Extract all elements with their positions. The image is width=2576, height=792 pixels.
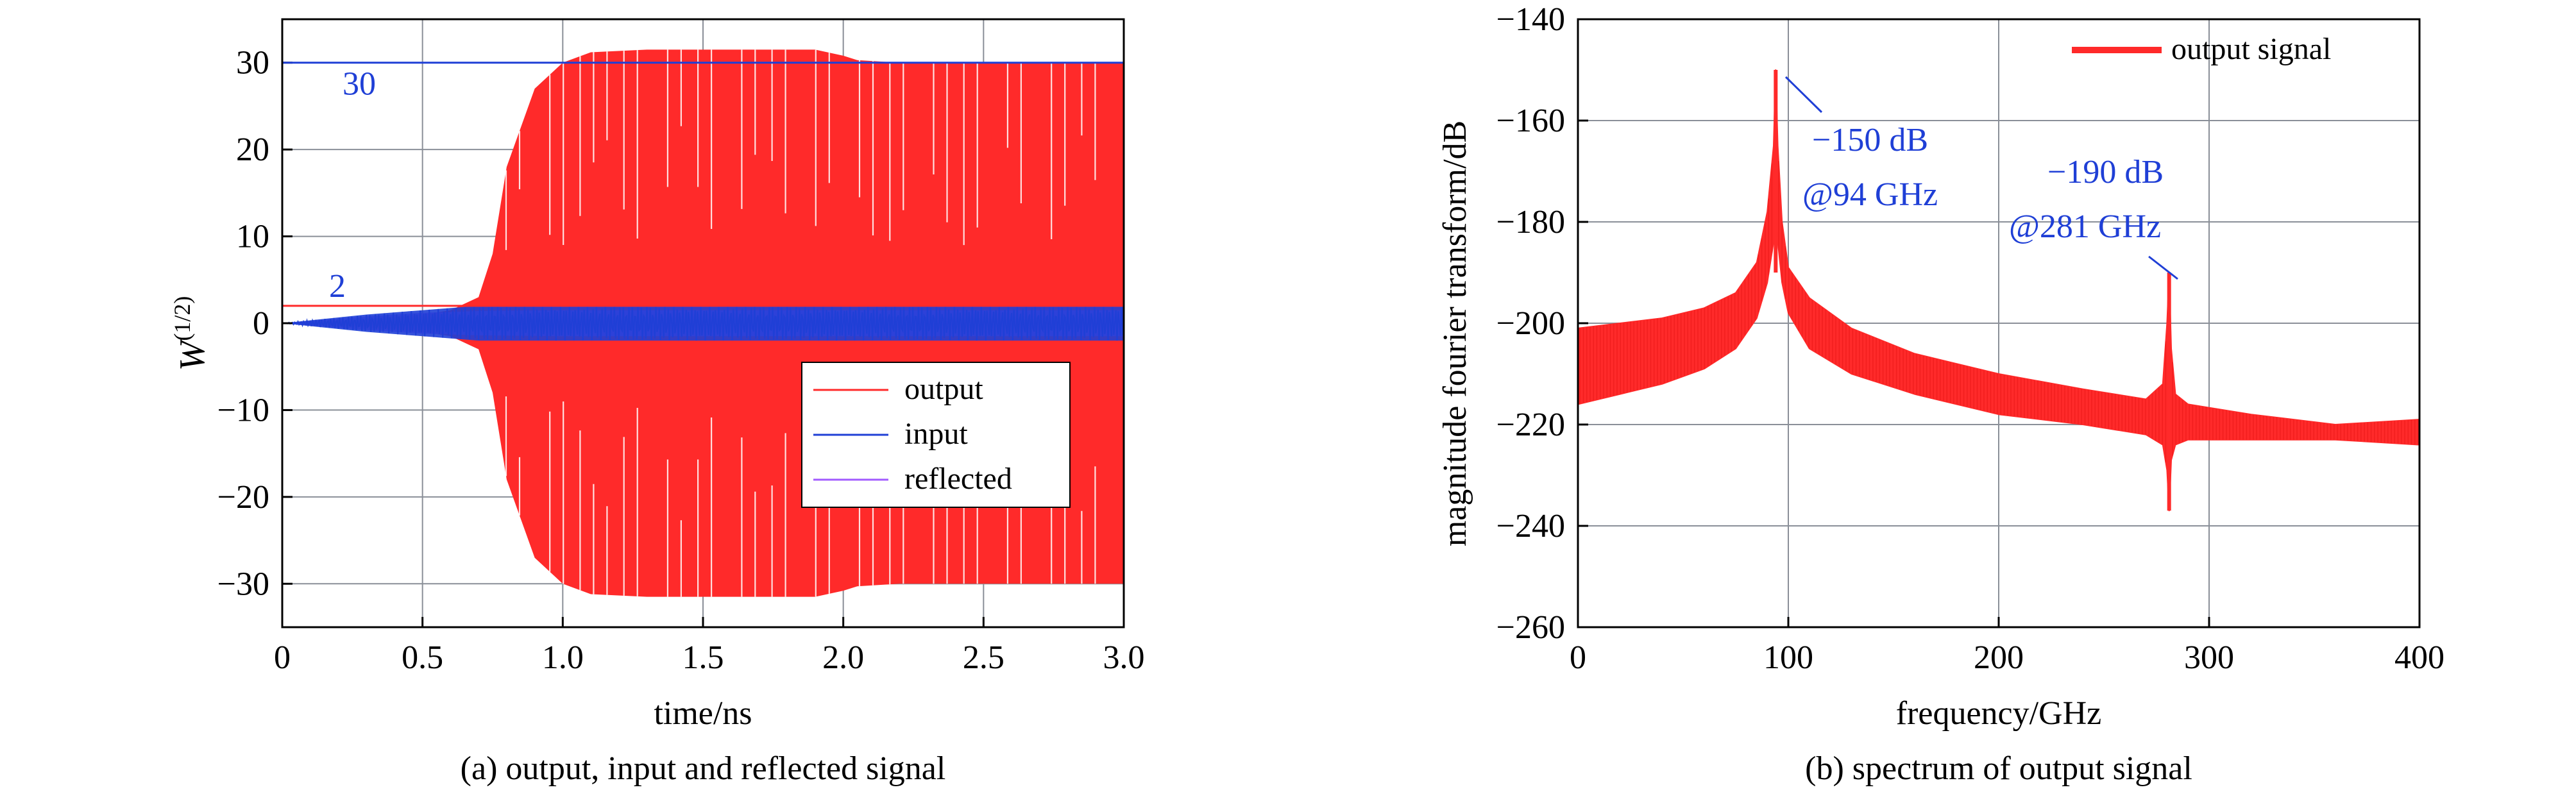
annotation-94ghz-line1: −150 dB	[1812, 122, 1928, 158]
panel-b-ticks: 0 100 200 300 400 −260 −240 −220 −200 −180 −160 −14…	[1496, 1, 2445, 676]
legend-label-reflected: reflected	[904, 462, 1012, 496]
panel-a-xtick-label: 2.0	[822, 639, 864, 676]
panel-a-y-axis-label-main: W	[173, 338, 212, 371]
panel-b-annotations: −150 dB @94 GHz −190 dB @281 GHz	[1784, 76, 2178, 280]
annotation-94ghz-line2: @94 GHz	[1802, 176, 1938, 213]
reference-label-2: 2	[329, 268, 346, 305]
annotation-arrow-281ghz	[2148, 255, 2178, 280]
panel-a-xtick-label: 0	[274, 639, 291, 676]
panel-a-ytick-label: −20	[217, 479, 269, 516]
annotation-281ghz-line1: −190 dB	[2047, 154, 2164, 190]
panel-a-y-axis-label: W(1/2)	[169, 296, 212, 371]
panel-b-ytick-label: −200	[1496, 305, 1565, 342]
panel-b-legend: output signal	[2072, 32, 2331, 66]
panel-a-x-axis-label: time/ns	[654, 695, 752, 732]
panel-a-xtick-label: 3.0	[1103, 639, 1145, 676]
annotation-arrow-94ghz	[1784, 76, 1823, 114]
panel-b-ytick-label: −260	[1496, 609, 1565, 646]
panel-a-caption: (a) output, input and reflected signal	[461, 750, 946, 787]
panel-a-xtick-label: 2.5	[963, 639, 1004, 676]
panel-a-y-axis-label-sup: (1/2)	[169, 296, 195, 341]
panel-a-xtick-label: 0.5	[402, 639, 443, 676]
series-input-line	[282, 305, 1124, 341]
panel-a-ytick-label: 30	[236, 45, 269, 81]
panel-a-reference-lines: 30 2	[282, 62, 1124, 307]
panel-b-x-axis-label: frequency/GHz	[1896, 695, 2102, 732]
panel-b-ytick-label: −140	[1496, 1, 1565, 38]
panel-b: 0 100 200 300 400 −260 −240 −220 −200 −180 −160 −14…	[1437, 1, 2445, 787]
panel-b-caption: (b) spectrum of output signal	[1805, 750, 2192, 787]
panel-a-ytick-label: 20	[236, 131, 269, 168]
series-output-signal-texture	[1579, 85, 2419, 511]
legend-label-output-signal: output signal	[2171, 32, 2331, 66]
panel-a-xtick-label: 1.5	[682, 639, 724, 676]
panel-b-frame-border	[1577, 18, 2421, 628]
panel-a-ytick-label: 0	[253, 305, 269, 342]
legend-label-output: output	[904, 372, 983, 406]
panel-b-xtick-label: 300	[2184, 639, 2234, 676]
panel-b-y-axis-label: magnitude fourier transform/dB	[1437, 121, 1473, 546]
panel-b-ytick-label: −160	[1496, 103, 1565, 139]
panel-b-xtick-label: 400	[2394, 639, 2445, 676]
panel-b-data	[1577, 69, 2420, 512]
panel-b-ytick-label: −180	[1496, 204, 1565, 240]
panel-b-ytick-label: −220	[1496, 407, 1565, 443]
panel-b-ytick-label: −240	[1496, 508, 1565, 544]
reference-label-30: 30	[343, 66, 376, 103]
panel-b-xtick-label: 200	[1974, 639, 2024, 676]
panel-a-frame-border	[281, 18, 1125, 628]
panel-b-xtick-label: 0	[1570, 639, 1586, 676]
legend-label-input: input	[904, 417, 968, 451]
annotation-281ghz-line2: @281 GHz	[2009, 208, 2161, 245]
panel-a-ticks: 0 0.5 1.0 1.5 2.0 2.5 3.0 −30 −20 −10 0 10 20 30	[217, 45, 1145, 676]
panel-a-ytick-label: −30	[217, 566, 269, 602]
panel-a-ytick-label: −10	[217, 392, 269, 428]
panel-a-ytick-label: 10	[236, 219, 269, 255]
panel-b-xtick-label: 100	[1763, 639, 1813, 676]
panel-a-xtick-label: 1.0	[542, 639, 584, 676]
panel-a-legend: output input reflected	[801, 362, 1071, 508]
